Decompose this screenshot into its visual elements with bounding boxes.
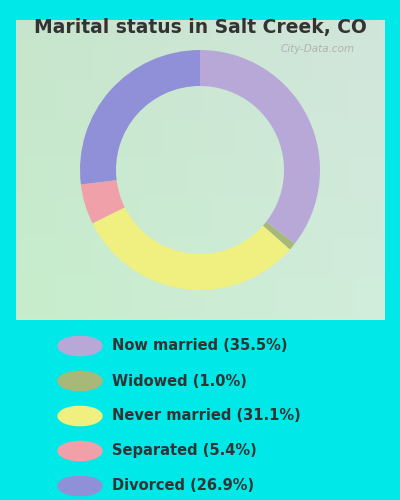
Wedge shape	[81, 180, 125, 224]
Circle shape	[58, 336, 102, 355]
Text: Widowed (1.0%): Widowed (1.0%)	[112, 374, 247, 388]
Circle shape	[58, 476, 102, 496]
Circle shape	[58, 442, 102, 460]
Wedge shape	[200, 50, 320, 244]
Text: Divorced (26.9%): Divorced (26.9%)	[112, 478, 254, 494]
Wedge shape	[263, 222, 295, 250]
Text: Separated (5.4%): Separated (5.4%)	[112, 444, 257, 458]
Circle shape	[58, 406, 102, 426]
Text: Now married (35.5%): Now married (35.5%)	[112, 338, 288, 353]
Text: Never married (31.1%): Never married (31.1%)	[112, 408, 301, 424]
Wedge shape	[92, 208, 290, 290]
Wedge shape	[80, 50, 200, 184]
Text: Marital status in Salt Creek, CO: Marital status in Salt Creek, CO	[34, 18, 366, 36]
Circle shape	[58, 372, 102, 390]
Text: City-Data.com: City-Data.com	[281, 44, 355, 54]
